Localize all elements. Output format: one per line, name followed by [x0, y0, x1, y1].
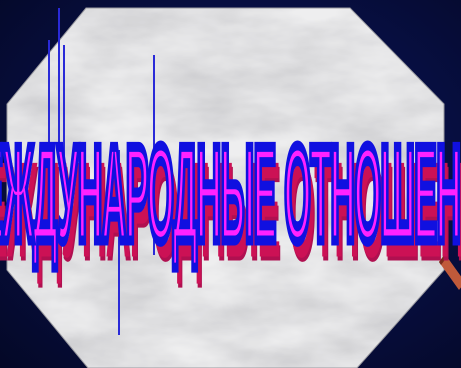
title-wordart: МЕЖДУНАРОДНЫЕ ОТНОШЕНИЯ [0, 115, 461, 277]
decorative-line [153, 55, 155, 255]
pencil-icon [439, 254, 461, 290]
page-title: МЕЖДУНАРОДНЫЕ ОТНОШЕНИЯ [0, 115, 461, 277]
decorative-line [58, 8, 60, 158]
decorative-line [48, 40, 50, 220]
decorative-line [63, 45, 65, 185]
decorative-line [118, 150, 120, 335]
